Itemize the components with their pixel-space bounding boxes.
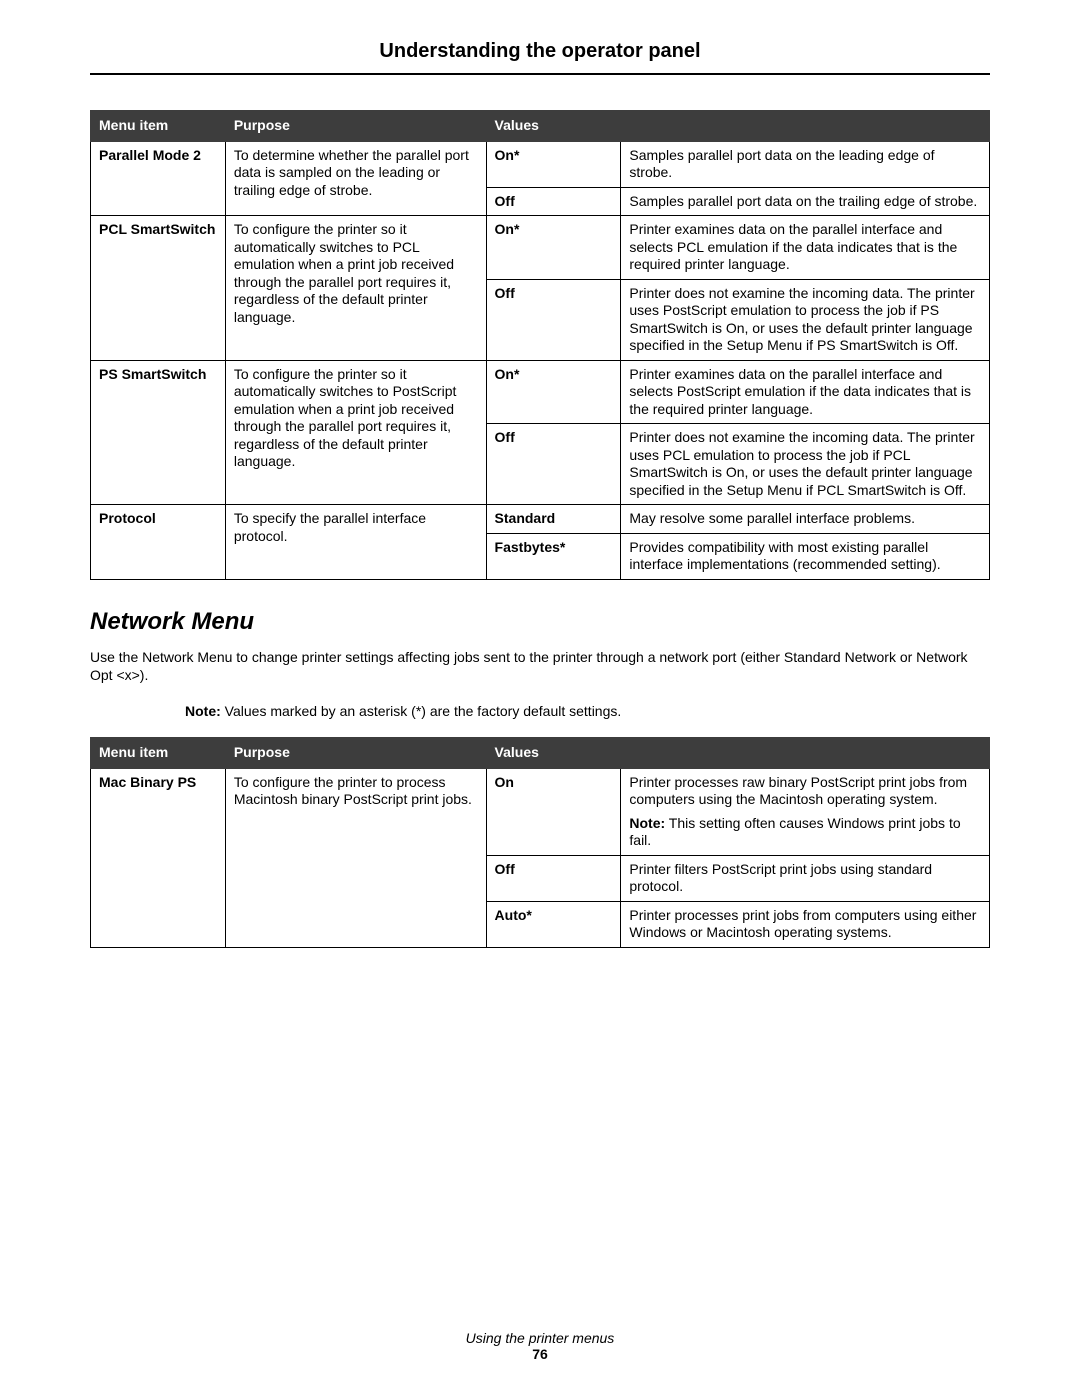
purpose-cell: To specify the parallel interface protoc… xyxy=(225,505,486,580)
th-menu-item: Menu item xyxy=(91,111,226,142)
menu-item-cell: PCL SmartSwitch xyxy=(91,216,226,361)
page-footer: Using the printer menus 76 xyxy=(0,1330,1080,1362)
parallel-menu-table: Menu item Purpose Values Parallel Mode 2… xyxy=(90,110,990,580)
value-desc: Provides compatibility with most existin… xyxy=(621,533,990,579)
value-label: Off xyxy=(486,855,621,901)
menu-item-cell: Mac Binary PS xyxy=(91,768,226,947)
table-row: Mac Binary PS To configure the printer t… xyxy=(91,768,990,855)
value-label: Off xyxy=(486,424,621,505)
table-row: PCL SmartSwitch To configure the printer… xyxy=(91,216,990,280)
value-desc: Samples parallel port data on the leadin… xyxy=(621,141,990,187)
value-desc: Samples parallel port data on the traili… xyxy=(621,187,990,216)
th-purpose: Purpose xyxy=(225,738,486,769)
table-row: Protocol To specify the parallel interfa… xyxy=(91,505,990,534)
value-label: Off xyxy=(486,279,621,360)
th-purpose: Purpose xyxy=(225,111,486,142)
menu-item-cell: PS SmartSwitch xyxy=(91,360,226,505)
value-label: Standard xyxy=(486,505,621,534)
value-label: Auto* xyxy=(486,901,621,947)
page-title: Understanding the operator panel xyxy=(90,40,990,63)
value-desc: Printer filters PostScript print jobs us… xyxy=(621,855,990,901)
value-label: On* xyxy=(486,360,621,424)
footer-page-number: 76 xyxy=(0,1346,1080,1362)
value-desc-note: Note: This setting often causes Windows … xyxy=(629,815,981,850)
footer-title: Using the printer menus xyxy=(0,1330,1080,1346)
note-text: Values marked by an asterisk (*) are the… xyxy=(221,703,621,719)
value-desc: May resolve some parallel interface prob… xyxy=(621,505,990,534)
purpose-cell: To configure the printer so it automatic… xyxy=(225,360,486,505)
purpose-cell: To configure the printer so it automatic… xyxy=(225,216,486,361)
value-label: On* xyxy=(486,216,621,280)
value-desc: Printer examines data on the parallel in… xyxy=(621,360,990,424)
th-values: Values xyxy=(486,738,989,769)
menu-item-cell: Parallel Mode 2 xyxy=(91,141,226,216)
table-row: PS SmartSwitch To configure the printer … xyxy=(91,360,990,424)
value-label: On xyxy=(486,768,621,855)
network-menu-table: Menu item Purpose Values Mac Binary PS T… xyxy=(90,737,990,948)
table-row: Parallel Mode 2 To determine whether the… xyxy=(91,141,990,187)
note-label: Note: xyxy=(629,815,665,831)
purpose-cell: To configure the printer to process Maci… xyxy=(225,768,486,947)
value-label: On* xyxy=(486,141,621,187)
value-label: Off xyxy=(486,187,621,216)
th-menu-item: Menu item xyxy=(91,738,226,769)
value-desc: Printer processes print jobs from comput… xyxy=(621,901,990,947)
section-intro: Use the Network Menu to change printer s… xyxy=(90,648,990,686)
th-values: Values xyxy=(486,111,989,142)
section-heading: Network Menu xyxy=(90,608,990,636)
value-desc: Printer does not examine the incoming da… xyxy=(621,424,990,505)
value-desc-text: Printer processes raw binary PostScript … xyxy=(629,774,967,808)
purpose-cell: To determine whether the parallel port d… xyxy=(225,141,486,216)
value-desc: Printer processes raw binary PostScript … xyxy=(621,768,990,855)
value-desc: Printer does not examine the incoming da… xyxy=(621,279,990,360)
note-label: Note: xyxy=(185,703,221,719)
value-label: Fastbytes* xyxy=(486,533,621,579)
title-rule xyxy=(90,73,990,75)
note-text: This setting often causes Windows print … xyxy=(629,815,960,849)
value-desc: Printer examines data on the parallel in… xyxy=(621,216,990,280)
note-line: Note: Values marked by an asterisk (*) a… xyxy=(185,703,990,719)
menu-item-cell: Protocol xyxy=(91,505,226,580)
